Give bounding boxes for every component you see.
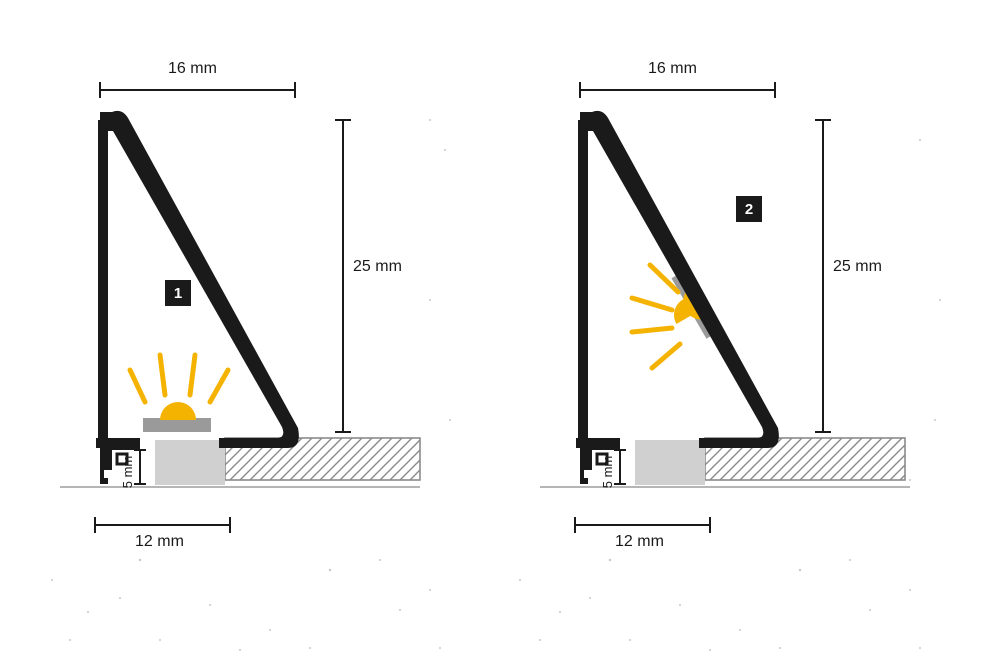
dim-height-2: 25 mm <box>833 258 882 276</box>
dim-top-2: 16 mm <box>648 60 697 78</box>
dim-top-1: 16 mm <box>168 60 217 78</box>
dim-bottom-1: 12 mm <box>135 533 184 551</box>
dim-height-1: 25 mm <box>353 258 402 276</box>
profile-shape-2 <box>576 111 779 484</box>
panel-1-svg: 5 mm <box>0 0 470 667</box>
dim-channel-2: 5 mm <box>600 456 615 489</box>
diagram-canvas: 5 mm 16 mm 25 mm 12 mm 1 <box>0 0 1000 667</box>
dim-bottom-2: 12 mm <box>615 533 664 551</box>
panel-2-svg: 5 mm <box>480 0 950 667</box>
badge-2: 2 <box>736 196 762 222</box>
badge-1: 1 <box>165 280 191 306</box>
dim-channel-1: 5 mm <box>120 456 135 489</box>
